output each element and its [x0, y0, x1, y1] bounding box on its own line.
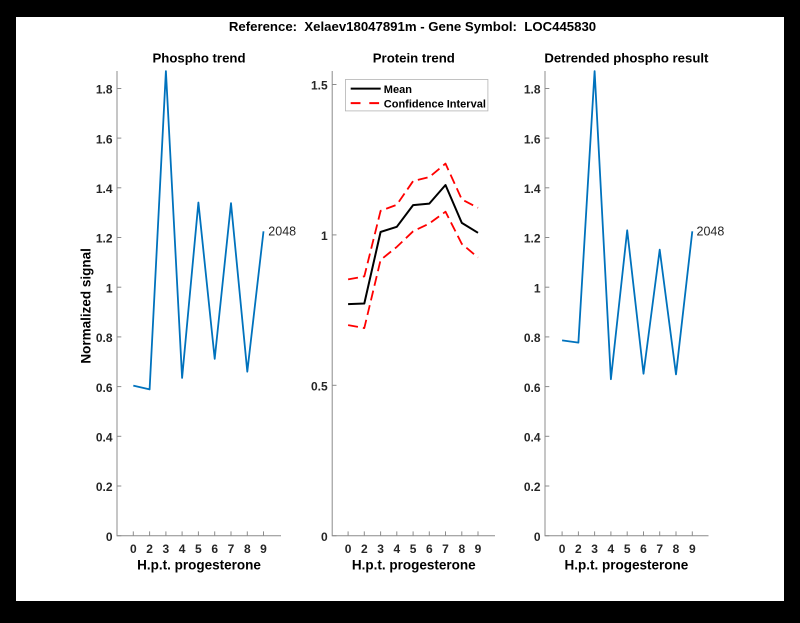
svg-text:7: 7 [442, 542, 449, 556]
svg-text:H.p.t. progesterone: H.p.t. progesterone [137, 558, 261, 573]
svg-text:1.8: 1.8 [524, 83, 541, 97]
svg-text:9: 9 [689, 542, 696, 556]
svg-text:3: 3 [163, 542, 170, 556]
svg-text:4: 4 [179, 542, 186, 556]
svg-text:0: 0 [345, 542, 352, 556]
svg-text:1: 1 [321, 229, 328, 243]
svg-text:1: 1 [534, 281, 541, 295]
svg-text:2048: 2048 [697, 224, 725, 238]
svg-text:1.8: 1.8 [96, 83, 113, 97]
svg-text:5: 5 [195, 542, 202, 556]
svg-text:5: 5 [624, 542, 631, 556]
svg-text:6: 6 [640, 542, 647, 556]
svg-text:3: 3 [377, 542, 384, 556]
svg-text:0.2: 0.2 [524, 480, 541, 494]
svg-text:1.4: 1.4 [96, 182, 113, 196]
svg-text:1: 1 [106, 281, 113, 295]
svg-text:6: 6 [211, 542, 218, 556]
svg-text:8: 8 [673, 542, 680, 556]
svg-text:0: 0 [534, 530, 541, 544]
svg-text:4: 4 [608, 542, 615, 556]
svg-text:8: 8 [458, 542, 465, 556]
svg-text:0.8: 0.8 [96, 331, 113, 345]
svg-text:1.2: 1.2 [524, 232, 541, 246]
svg-text:0.4: 0.4 [96, 431, 113, 445]
svg-text:H.p.t. progesterone: H.p.t. progesterone [352, 558, 476, 573]
svg-text:2048: 2048 [268, 224, 296, 238]
svg-text:0: 0 [130, 542, 137, 556]
svg-text:9: 9 [475, 542, 482, 556]
svg-text:Detrended phospho result: Detrended phospho result [544, 51, 709, 66]
svg-text:0: 0 [106, 530, 113, 544]
svg-text:6: 6 [426, 542, 433, 556]
svg-text:7: 7 [656, 542, 663, 556]
svg-text:7: 7 [228, 542, 235, 556]
svg-text:1.5: 1.5 [311, 79, 328, 93]
svg-text:1.4: 1.4 [524, 182, 541, 196]
svg-text:5: 5 [410, 542, 417, 556]
svg-text:0.4: 0.4 [524, 431, 541, 445]
svg-text:Reference: Xelaev18047891m -: Reference: Xelaev18047891m - Gene Symbol… [229, 19, 596, 34]
svg-text:0.6: 0.6 [96, 381, 113, 395]
svg-text:Confidence Interval: Confidence Interval [384, 98, 486, 110]
svg-text:H.p.t. progesterone: H.p.t. progesterone [565, 558, 689, 573]
svg-text:1.6: 1.6 [96, 132, 113, 146]
svg-text:0: 0 [321, 530, 328, 544]
svg-text:2: 2 [361, 542, 368, 556]
svg-text:0: 0 [559, 542, 566, 556]
svg-text:4: 4 [393, 542, 400, 556]
svg-text:1.6: 1.6 [524, 132, 541, 146]
svg-text:Mean: Mean [384, 84, 412, 96]
svg-text:9: 9 [260, 542, 267, 556]
svg-text:1.2: 1.2 [96, 232, 113, 246]
svg-text:0.2: 0.2 [96, 480, 113, 494]
svg-text:3: 3 [591, 542, 598, 556]
svg-text:0.6: 0.6 [524, 381, 541, 395]
svg-text:2: 2 [575, 542, 582, 556]
svg-text:8: 8 [244, 542, 251, 556]
svg-text:Phospho trend: Phospho trend [152, 51, 245, 66]
svg-text:Normalized signal: Normalized signal [79, 248, 94, 364]
svg-text:Protein trend: Protein trend [373, 51, 455, 66]
svg-text:0.5: 0.5 [311, 380, 328, 394]
svg-text:2: 2 [146, 542, 153, 556]
svg-text:0.8: 0.8 [524, 331, 541, 345]
